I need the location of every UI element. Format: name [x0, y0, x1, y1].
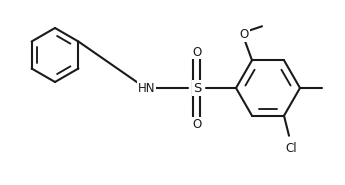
Text: Cl: Cl: [285, 142, 297, 155]
Text: S: S: [193, 82, 201, 95]
Text: O: O: [193, 46, 201, 58]
Text: O: O: [239, 28, 249, 41]
Text: HN: HN: [138, 82, 155, 95]
Text: O: O: [193, 117, 201, 130]
